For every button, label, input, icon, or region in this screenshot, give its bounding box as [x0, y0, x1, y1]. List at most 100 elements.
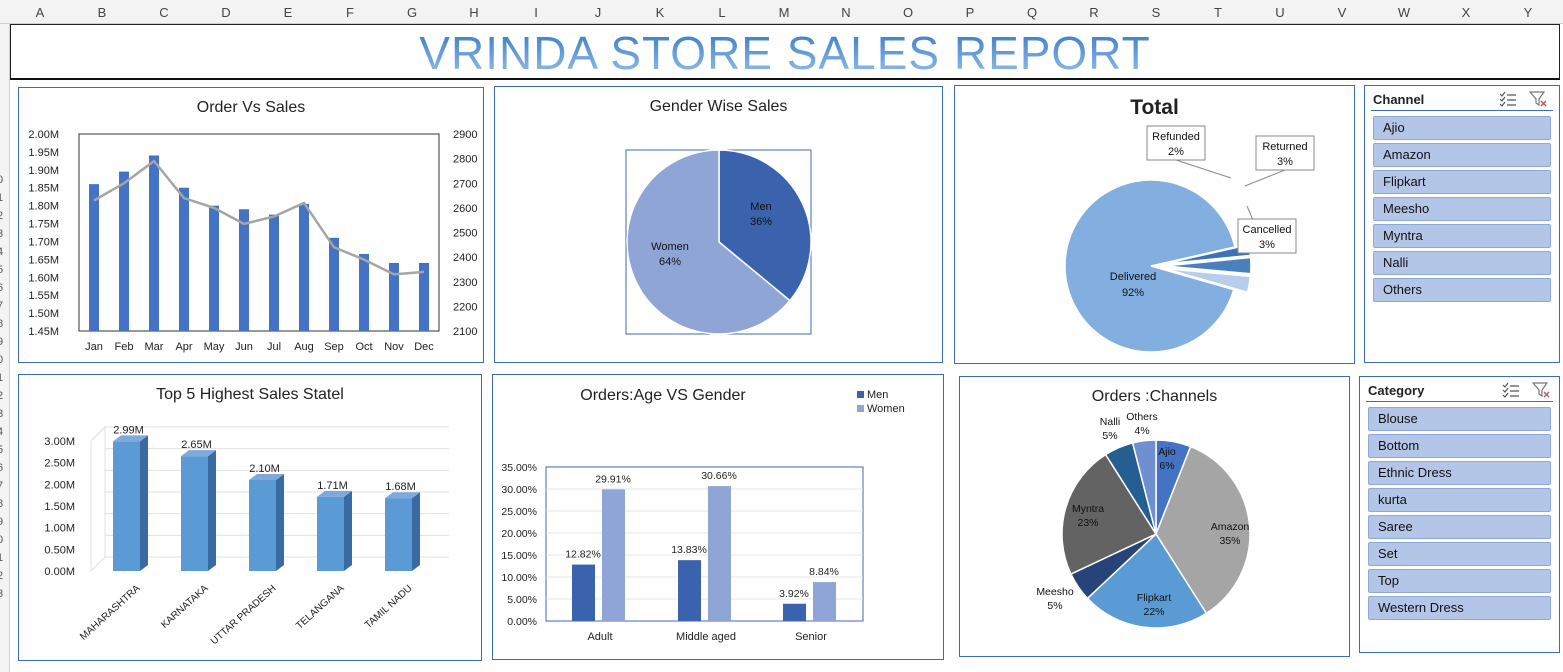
slicer-item-top[interactable]: Top — [1368, 569, 1551, 593]
multi-select-icon[interactable] — [1502, 382, 1520, 398]
column-header-cell[interactable]: Y — [1523, 5, 1533, 20]
row-header-cell[interactable]: 3 — [0, 588, 3, 600]
row-header-cell[interactable]: 2 — [0, 210, 3, 222]
slicer-item-nalli[interactable]: Nalli — [1373, 251, 1551, 275]
slicer-item-bottom[interactable]: Bottom — [1368, 434, 1551, 458]
column-header-cell[interactable]: M — [778, 5, 790, 20]
column-header-cell[interactable]: N — [841, 5, 851, 20]
y-tick-label: 5.00% — [507, 594, 537, 606]
y-tick-label: 3.00M — [44, 436, 75, 448]
x-tick-label: Aug — [294, 341, 314, 353]
slicer-item-set[interactable]: Set — [1368, 542, 1551, 566]
column-header-cell[interactable]: C — [159, 5, 169, 20]
row-header-cell[interactable]: 0 — [0, 174, 3, 186]
top-states-chart[interactable]: Top 5 Highest Sales Statel 3.00M 2.50M 2.0… — [18, 374, 482, 661]
row-header-cell[interactable]: 7 — [0, 480, 3, 492]
row-header-cell[interactable]: 7 — [0, 300, 3, 312]
order-status-chart[interactable]: Total Delivered 92% Refunded 2% Returned 3% Ca… — [954, 85, 1355, 364]
x-tick-label: Adult — [587, 631, 612, 643]
column-header-cell[interactable]: G — [406, 5, 418, 20]
gender-wise-sales-chart[interactable]: Gender Wise Sales Men 36% Women 64% — [494, 86, 943, 363]
chart-title: Gender Wise Sales — [649, 98, 788, 115]
row-header-cell[interactable]: 9 — [0, 336, 3, 348]
slicer-item-kurta[interactable]: kurta — [1368, 488, 1551, 512]
row-header-cell[interactable]: 4 — [0, 426, 3, 438]
column-header-cell[interactable]: D — [221, 5, 231, 20]
row-header-cell[interactable]: 2 — [0, 390, 3, 402]
row-header-cell[interactable]: 5 — [0, 444, 3, 456]
category-slicer[interactable]: Category Blouse Bottom Ethnic Dress kurta Sa… — [1359, 376, 1560, 653]
column-header-cell[interactable]: W — [1397, 5, 1411, 20]
row-header-cell[interactable]: 4 — [0, 246, 3, 258]
row-header-cell[interactable]: 1 — [0, 192, 3, 204]
slicer-item-flipkart[interactable]: Flipkart — [1373, 170, 1551, 194]
slicer-item-western-dress[interactable]: Western Dress — [1368, 596, 1551, 620]
slice-value: 2% — [1168, 146, 1184, 158]
slicer-item-myntra[interactable]: Myntra — [1373, 224, 1551, 248]
order-vs-sales-chart[interactable]: Order Vs Sales 2.00M 1.95M 1.90M 1.85M 1.80M… — [18, 87, 484, 363]
column-header-cell[interactable]: H — [469, 5, 479, 20]
row-header-cell[interactable]: 3 — [0, 228, 3, 240]
row-header-cell[interactable]: 1 — [0, 552, 3, 564]
clear-filter-icon[interactable] — [1529, 91, 1547, 107]
column-header-cell[interactable]: I — [534, 5, 538, 20]
row-header-cell[interactable]: 0 — [0, 534, 3, 546]
pie-slice — [1064, 179, 1236, 353]
row-header-cell[interactable]: 3 — [0, 408, 3, 420]
data-label: 30.66% — [701, 470, 737, 482]
multi-select-icon[interactable] — [1499, 91, 1517, 107]
age-vs-gender-chart[interactable]: Orders:Age VS Gender 35.00% 30.00% 25.00% 2… — [492, 374, 944, 660]
x-tick-label: Senior — [795, 631, 827, 643]
y-tick-label: 0.50M — [44, 544, 75, 556]
column-header-cell[interactable]: A — [35, 5, 45, 20]
slicer-item-ethnic-dress[interactable]: Ethnic Dress — [1368, 461, 1551, 485]
column-header-cell[interactable]: O — [902, 5, 914, 20]
column-header-cell[interactable]: K — [655, 5, 665, 20]
y-tick-label: 1.75M — [28, 219, 59, 231]
report-title-bar: VRINDA STORE SALES REPORT — [10, 24, 1560, 80]
slicer-item-blouse[interactable]: Blouse — [1368, 407, 1551, 431]
column-header-cell[interactable]: U — [1275, 5, 1285, 20]
slicer-item-meesho[interactable]: Meesho — [1373, 197, 1551, 221]
row-header-cell[interactable]: 6 — [0, 462, 3, 474]
row-header-cell[interactable]: 1 — [0, 372, 3, 384]
column-header-cell[interactable]: J — [594, 5, 602, 20]
column-header-cell[interactable]: B — [97, 5, 107, 20]
callout-leader — [1244, 169, 1286, 187]
row-header-cell[interactable]: 2 — [0, 570, 3, 582]
channel-slicer[interactable]: Channel Ajio Amazon Flipkart Meesho Myntra Na… — [1364, 85, 1560, 363]
clear-filter-icon[interactable] — [1532, 382, 1550, 398]
column-header-cell[interactable]: V — [1337, 5, 1347, 20]
row-header-cell[interactable]: 0 — [0, 354, 3, 366]
plot-area — [545, 466, 864, 622]
column-header-cell[interactable]: T — [1214, 5, 1222, 20]
row-header-cell[interactable]: 5 — [0, 264, 3, 276]
column-header-cell[interactable]: P — [965, 5, 975, 20]
bar-side — [412, 492, 420, 571]
row-header-cell[interactable]: 8 — [0, 498, 3, 510]
slicer-item-amazon[interactable]: Amazon — [1373, 143, 1551, 167]
slicer-item-ajio[interactable]: Ajio — [1373, 116, 1551, 140]
slicer-item-others[interactable]: Others — [1373, 278, 1551, 302]
column-header-cell[interactable]: S — [1151, 5, 1161, 20]
y-tick-label: 2.00M — [28, 129, 59, 141]
slice-value: 3% — [1277, 156, 1293, 168]
women-bar — [813, 582, 836, 621]
column-header-cell[interactable]: X — [1461, 5, 1471, 20]
row-header-cell[interactable]: 8 — [0, 318, 3, 330]
row-header-cell[interactable]: 9 — [0, 516, 3, 528]
slice-value: 36% — [750, 216, 772, 228]
slice-value: 92% — [1122, 287, 1144, 299]
slice-label: Flipkart — [1137, 592, 1172, 604]
row-header-cell[interactable]: 6 — [0, 282, 3, 294]
orders-channels-chart[interactable]: Orders :Channels Ajio 6% Amazon 35% Flipkart… — [959, 376, 1350, 657]
column-header-cell[interactable]: R — [1089, 5, 1099, 20]
pie-slice — [1164, 256, 1252, 275]
column-header-cell[interactable]: E — [283, 5, 293, 20]
column-header-cell[interactable]: Q — [1026, 5, 1038, 20]
slicer-item-saree[interactable]: Saree — [1368, 515, 1551, 539]
column-header-cell[interactable]: L — [718, 5, 726, 20]
slice-label: Refunded — [1152, 131, 1200, 143]
data-label: 13.83% — [671, 544, 707, 556]
column-header-cell[interactable]: F — [346, 5, 354, 20]
